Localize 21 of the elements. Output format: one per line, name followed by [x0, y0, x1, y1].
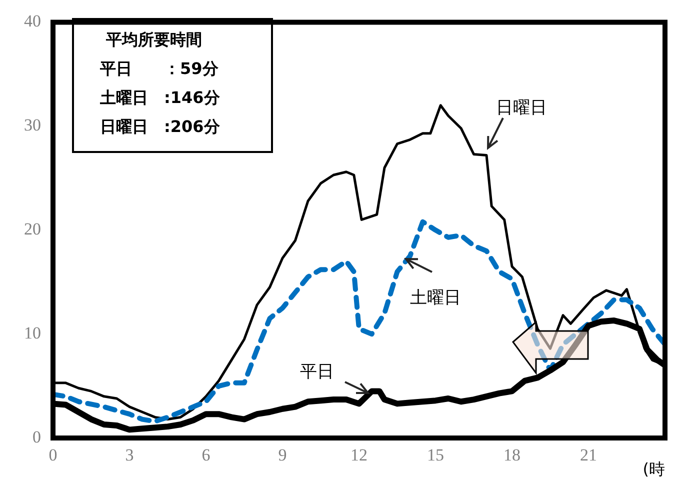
- series-label: 土曜日: [410, 287, 461, 309]
- series-label: 平日: [300, 361, 334, 383]
- x-tick-label: 9: [278, 446, 287, 465]
- annotation: 平均所要時間: [105, 29, 203, 51]
- y-tick-label: 40: [24, 12, 41, 31]
- x-tick-label: 6: [202, 446, 210, 465]
- x-tick-label: 0: [48, 446, 58, 465]
- x-tick-label: 12: [350, 446, 368, 465]
- annotation: 平日 ：59分: [99, 58, 220, 80]
- annotation: 日曜日 :206分: [99, 116, 221, 138]
- y-tick-label: 10: [24, 324, 41, 343]
- x-tick-label: 21: [580, 446, 597, 465]
- y-tick-label: 20: [24, 220, 41, 239]
- x-tick-label: 15: [427, 446, 444, 465]
- y-tick-label: 0: [32, 427, 41, 446]
- y-tick-label: 30: [24, 116, 41, 135]
- annotation: 土曜日 :146分: [99, 87, 221, 109]
- x-tick-label: 18: [504, 446, 520, 465]
- x-axis-title: (時: [642, 460, 665, 479]
- text: 日曜日: [496, 97, 547, 119]
- x-tick-label: 3: [125, 446, 134, 465]
